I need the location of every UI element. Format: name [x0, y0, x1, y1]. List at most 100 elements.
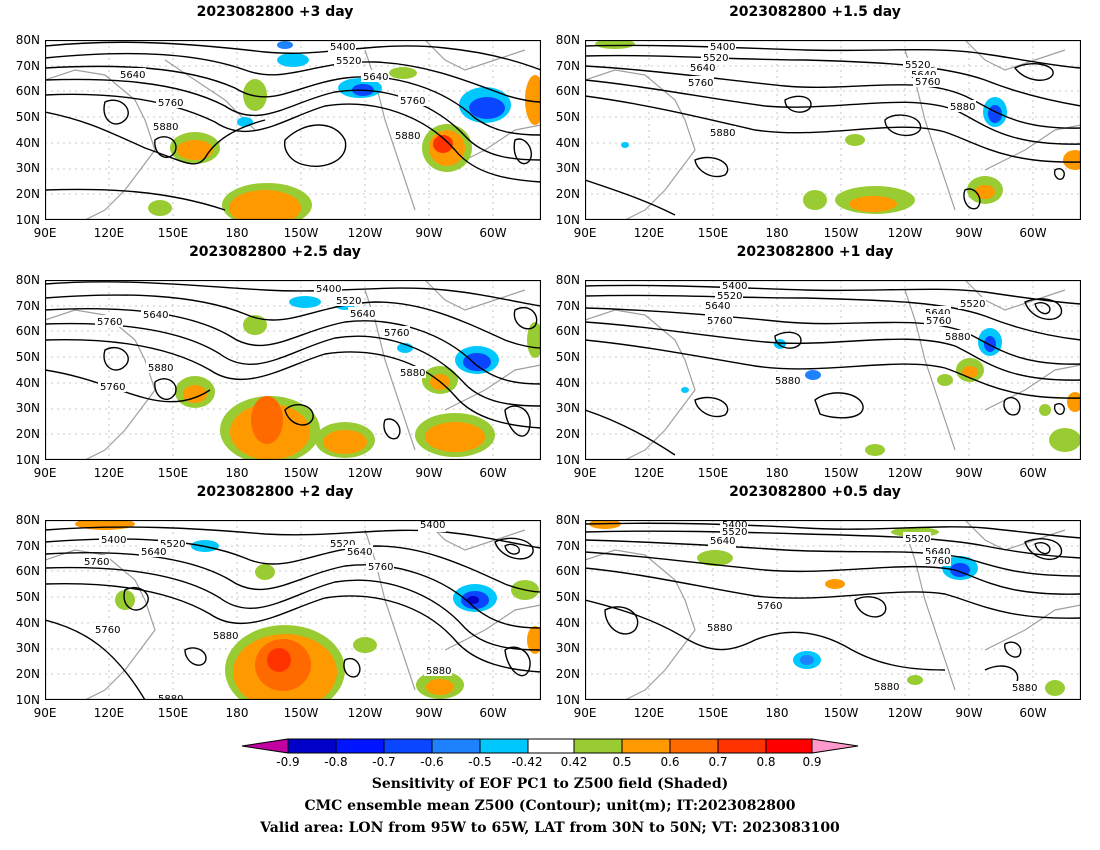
contour-label: 5640 — [363, 72, 388, 83]
contour-label: 5880 — [874, 682, 899, 693]
contour-label: 5640 — [710, 536, 735, 547]
gridlines — [585, 520, 1081, 700]
lon-label: 120E — [93, 706, 125, 720]
contour-label: 5880 — [153, 122, 178, 133]
lat-label: 30N — [15, 401, 40, 415]
contour-labels: 5400 5520 5640 5520 5640 5760 5760 5880 … — [705, 520, 1038, 694]
contour-label: 5520 — [960, 299, 985, 310]
contour-label: 5760 — [707, 316, 732, 327]
lon-label: 180 — [765, 226, 789, 240]
map-panel-1day: 2023082800 +1 day 80N 70N 60N 50N 40N 30… — [540, 240, 1090, 480]
contour-label: 5880 — [710, 128, 735, 139]
lon-label: 90E — [33, 706, 57, 720]
contour-label: 5760 — [368, 562, 393, 573]
contour-label: 5880 — [158, 694, 183, 700]
shading-negative — [681, 328, 1002, 393]
lon-label: 90W — [955, 466, 983, 480]
contour-label: 5400 — [722, 281, 747, 292]
lon-label: 150W — [283, 226, 319, 240]
lon-label: 180 — [765, 466, 789, 480]
contour-label: 5880 — [945, 332, 970, 343]
colorbar-label: -0.6 — [420, 755, 444, 769]
contour-label: 5520 — [905, 534, 930, 545]
map-frame — [45, 520, 541, 700]
shading-positive — [589, 520, 1065, 696]
lat-label: 80N — [555, 273, 580, 287]
contour-labels: 5400 5520 5640 5760 5520 5640 5760 5880 … — [703, 280, 986, 387]
sensitivity-map: 5400 5520 5640 5760 5520 5640 5760 5880 … — [585, 40, 1081, 220]
lon-label: 150E — [157, 706, 189, 720]
lat-label: 10N — [15, 693, 40, 707]
lon-label: 120E — [633, 466, 665, 480]
contour-label: 5520 — [160, 539, 185, 550]
coastlines — [45, 520, 541, 700]
colorbar-label: -0.42 — [511, 755, 543, 769]
lat-label: 70N — [555, 59, 580, 73]
lat-label: 70N — [15, 299, 40, 313]
colorbar-min-arrow — [241, 738, 289, 754]
colorbar-label: -0.9 — [276, 755, 300, 769]
lon-label: 150W — [823, 226, 859, 240]
shading-negative — [237, 41, 511, 127]
lat-label: 60N — [15, 564, 40, 578]
lat-label: 30N — [15, 161, 40, 175]
colorbar-label: 0.42 — [560, 755, 588, 769]
contour-label: 5640 — [143, 310, 168, 321]
lon-label: 180 — [225, 226, 249, 240]
contour-label: 5520 — [703, 53, 728, 64]
lon-label: 90W — [415, 226, 443, 240]
lat-label: 30N — [555, 641, 580, 655]
contour-label: 5880 — [707, 623, 732, 634]
lat-label: 20N — [555, 187, 580, 201]
shading-positive — [865, 358, 1081, 456]
map-frame — [45, 280, 541, 460]
lat-label: 10N — [15, 213, 40, 227]
coastlines — [585, 280, 1081, 460]
contours — [45, 526, 541, 700]
contour-label: 5640 — [925, 547, 950, 558]
map-frame — [585, 40, 1081, 220]
lon-label: 150W — [823, 466, 859, 480]
colorbar-swatch — [287, 738, 337, 754]
caption-line-3: Valid area: LON from 95W to 65W, LAT fro… — [260, 820, 840, 836]
map-frame — [585, 520, 1081, 700]
lon-label: 150E — [697, 706, 729, 720]
colorbar-label: 0.8 — [756, 755, 776, 769]
lon-label: 180 — [225, 706, 249, 720]
shading-positive — [595, 40, 1081, 214]
lat-label: 10N — [555, 213, 580, 227]
contours — [585, 522, 1081, 687]
lat-label: 80N — [15, 33, 40, 47]
contours — [585, 44, 1081, 216]
lon-label: 120E — [633, 226, 665, 240]
contour-labels: 5400 5520 5640 5640 5760 5760 5760 5880 … — [95, 282, 426, 393]
lat-label: 60N — [555, 564, 580, 578]
lat-label: 50N — [15, 350, 40, 364]
colorbar-label: -0.7 — [372, 755, 396, 769]
contour-label: 5400 — [722, 520, 747, 531]
contour-label: 5760 — [97, 317, 122, 328]
lon-label: 90E — [573, 706, 597, 720]
contour-label: 5880 — [213, 631, 238, 642]
lat-label: 70N — [15, 59, 40, 73]
lat-label: 70N — [15, 539, 40, 553]
contour-label: 5760 — [158, 98, 183, 109]
colorbar-label: 0.6 — [660, 755, 680, 769]
lon-label: 150E — [697, 466, 729, 480]
contour-label: 5640 — [120, 70, 145, 81]
lat-label: 50N — [15, 110, 40, 124]
sensitivity-map: 5400 5520 5640 5520 5640 5760 5760 5880 … — [585, 520, 1081, 700]
panel-title: 2023082800 +2 day — [196, 484, 354, 500]
colorbar-label: 0.9 — [802, 755, 822, 769]
lon-label: 60W — [479, 226, 507, 240]
lon-label: 120W — [887, 226, 923, 240]
lat-label: 10N — [15, 453, 40, 467]
lat-label: 80N — [15, 273, 40, 287]
contour-label: 5640 — [141, 547, 166, 558]
lon-label: 90E — [573, 226, 597, 240]
contour-label: 5400 — [101, 535, 126, 546]
colorbar-swatch — [527, 738, 575, 754]
lon-label: 120W — [887, 466, 923, 480]
colorbar-swatch — [717, 738, 767, 754]
shading-negative — [793, 556, 978, 669]
